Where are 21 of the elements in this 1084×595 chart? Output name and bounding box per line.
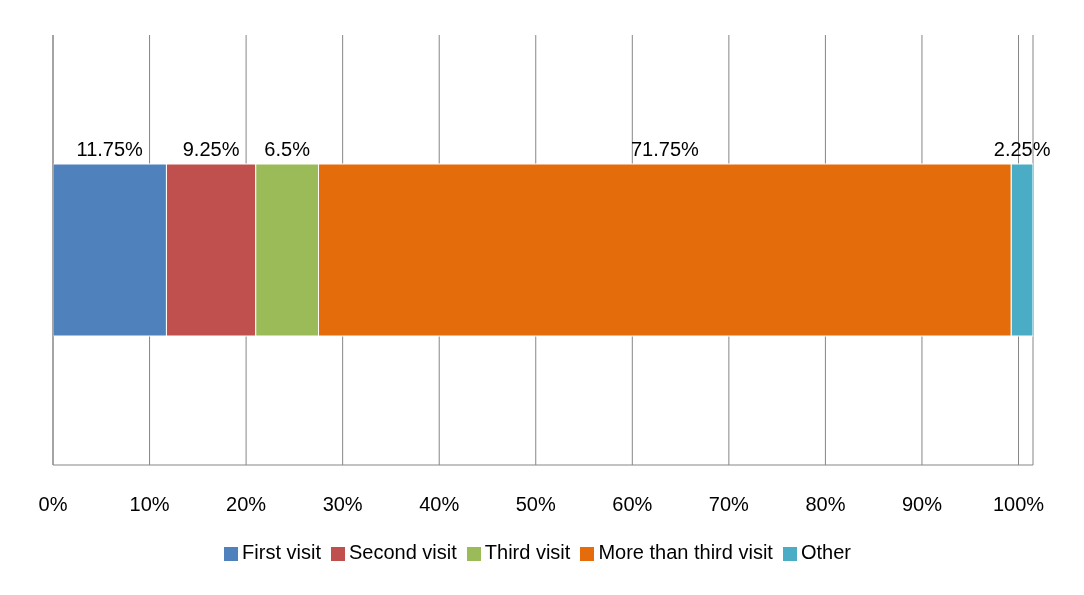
x-tick-label: 30% xyxy=(322,493,363,516)
data-label: 2.25% xyxy=(993,138,1051,160)
legend-label: More than third visit xyxy=(598,541,773,563)
x-tick-label: 90% xyxy=(901,493,943,516)
x-tick-label: 70% xyxy=(708,493,750,516)
x-tick-label: 10% xyxy=(129,493,170,516)
x-tick-label: 40% xyxy=(419,493,460,516)
legend-label: Third visit xyxy=(484,541,571,563)
x-tick-label: 20% xyxy=(226,493,267,516)
x-tick-label: 50% xyxy=(515,493,556,516)
legend-label: Other xyxy=(800,541,851,563)
data-label: 6.5% xyxy=(264,138,311,160)
data-label: 11.75% xyxy=(76,138,144,160)
data-label: 9.25% xyxy=(182,138,240,160)
x-tick-label: 0% xyxy=(38,493,68,516)
data-label: 71.75% xyxy=(630,138,700,160)
x-tick-label: 80% xyxy=(805,493,846,516)
legend-label: First visit xyxy=(242,541,321,563)
legend-label: Second visit xyxy=(348,541,457,563)
x-tick-label: 100% xyxy=(992,493,1045,516)
x-tick-label: 60% xyxy=(612,493,653,516)
